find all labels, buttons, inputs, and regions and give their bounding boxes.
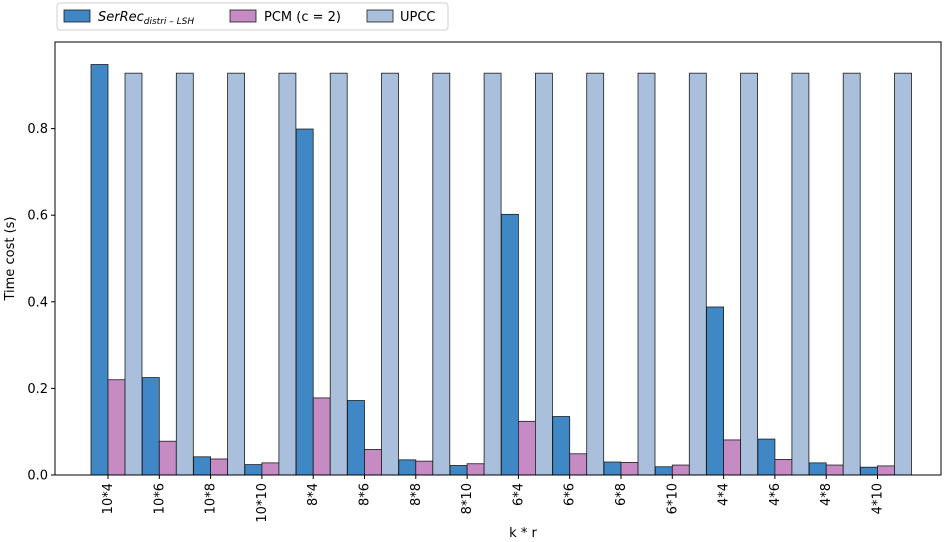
bar-series-1-6*8 <box>603 461 622 476</box>
bar-series-3-10*4 <box>124 72 143 476</box>
bar-series-2-4*10 <box>877 465 895 476</box>
legend-swatch-2 <box>229 9 257 23</box>
bar-series-2-6*6 <box>569 453 588 476</box>
bar-series-2-4*6 <box>774 459 793 476</box>
x-tick-label: 6*4 <box>511 483 526 506</box>
plot-frame <box>54 41 942 476</box>
x-tick-label: 6*10 <box>665 483 680 514</box>
bar-series-1-4*8 <box>808 462 827 476</box>
bar-series-1-6*6 <box>552 416 571 476</box>
bar-series-2-4*8 <box>825 464 844 476</box>
x-axis: 10*4 10*6 10*8 10*10 8*4 8*6 8*8 8*10 6*4 6*6 6*8 6… <box>101 475 886 523</box>
bar-series-3-10*10 <box>278 72 297 476</box>
bar-series-2-8*4 <box>312 397 331 476</box>
bar-series-3-6*10 <box>688 72 707 476</box>
bar-series-3-4*6 <box>791 72 810 476</box>
x-tick-label: 4*6 <box>768 483 783 506</box>
bar-series-1-8*6 <box>347 400 365 476</box>
bar-series-3-10*6 <box>175 72 194 476</box>
x-tick-label: 10*10 <box>255 483 270 523</box>
bar-series-2-6*4 <box>518 420 536 476</box>
bar-series-2-4*4 <box>723 439 741 476</box>
x-tick-label: 8*4 <box>306 483 321 506</box>
bar-series-1-4*6 <box>757 438 776 476</box>
x-tick-label: 8*6 <box>358 483 373 506</box>
y-tick-label: 0.4 <box>27 295 48 310</box>
bar-series-2-10*4 <box>107 379 126 476</box>
y-tick-label: 0.6 <box>27 209 48 224</box>
x-tick-label: 4*10 <box>871 483 886 514</box>
x-tick-label: 10*8 <box>204 483 219 514</box>
x-tick-label: 6*8 <box>614 483 629 506</box>
x-tick-label: 10*4 <box>101 483 116 514</box>
bar-series-2-8*6 <box>364 449 382 476</box>
bar-series-3-6*4 <box>535 72 553 476</box>
x-tick-label: 4*8 <box>819 483 834 506</box>
bar-series-2-8*10 <box>466 463 485 476</box>
y-axis-title: Time cost (s) <box>3 217 18 302</box>
legend-label-3: UPCC <box>400 10 436 25</box>
legend-label-2: PCM (c = 2) <box>264 10 341 25</box>
x-tick-label: 8*10 <box>460 483 475 514</box>
x-tick-label: 10*6 <box>152 483 167 514</box>
x-tick-label: 6*6 <box>563 483 578 506</box>
bar-series-3-8*10 <box>483 72 502 476</box>
bar-series-1-10*6 <box>141 377 160 476</box>
legend-swatch-1 <box>63 9 91 23</box>
bar-series-1-10*10 <box>244 464 263 476</box>
bar-series-1-8*8 <box>398 459 417 476</box>
bar-series-3-8*8 <box>432 72 451 476</box>
x-tick-label: 4*4 <box>717 483 732 506</box>
y-tick-label: 0.8 <box>27 122 48 137</box>
y-axis: 0.0 0.2 0.4 0.6 0.8 <box>27 122 55 484</box>
x-tick-label: 8*8 <box>409 483 424 506</box>
bar-series-2-6*8 <box>620 462 639 476</box>
bar-series-3-6*6 <box>586 72 605 476</box>
bar-series-3-8*4 <box>329 72 348 476</box>
bar-series-3-10*8 <box>227 72 246 476</box>
bar-series-1-4*4 <box>706 306 724 476</box>
bar-series-2-6*10 <box>671 464 690 476</box>
legend-label-1: SerRecdistri – LSH <box>98 10 194 27</box>
bar-series-3-4*10 <box>894 72 912 476</box>
bar-series-3-6*8 <box>637 72 656 476</box>
bar-series-2-8*8 <box>415 460 434 476</box>
bar-series-1-8*4 <box>295 128 314 476</box>
bar-series-3-8*6 <box>381 72 399 476</box>
y-tick-label: 0.0 <box>27 469 48 484</box>
legend: SerRecdistri – LSH PCM (c = 2) UPCC <box>56 2 449 31</box>
y-tick-label: 0.2 <box>27 382 48 397</box>
bar-series-3-4*4 <box>740 72 758 476</box>
bar-series-2-10*8 <box>210 458 229 476</box>
bar-series-1-10*4 <box>90 64 109 476</box>
bar-series-1-8*10 <box>449 465 468 476</box>
bar-series-1-10*8 <box>193 456 212 476</box>
bar-series-2-10*10 <box>261 462 280 476</box>
x-axis-title: k * r <box>509 526 537 541</box>
bar-series-1-6*4 <box>500 213 519 476</box>
bar-series-1-4*10 <box>860 466 878 476</box>
legend-swatch-3 <box>366 9 394 23</box>
bars-group <box>90 64 912 476</box>
bar-series-3-4*8 <box>842 72 861 476</box>
bar-series-2-10*6 <box>158 440 177 476</box>
bar-series-1-6*10 <box>654 466 673 476</box>
